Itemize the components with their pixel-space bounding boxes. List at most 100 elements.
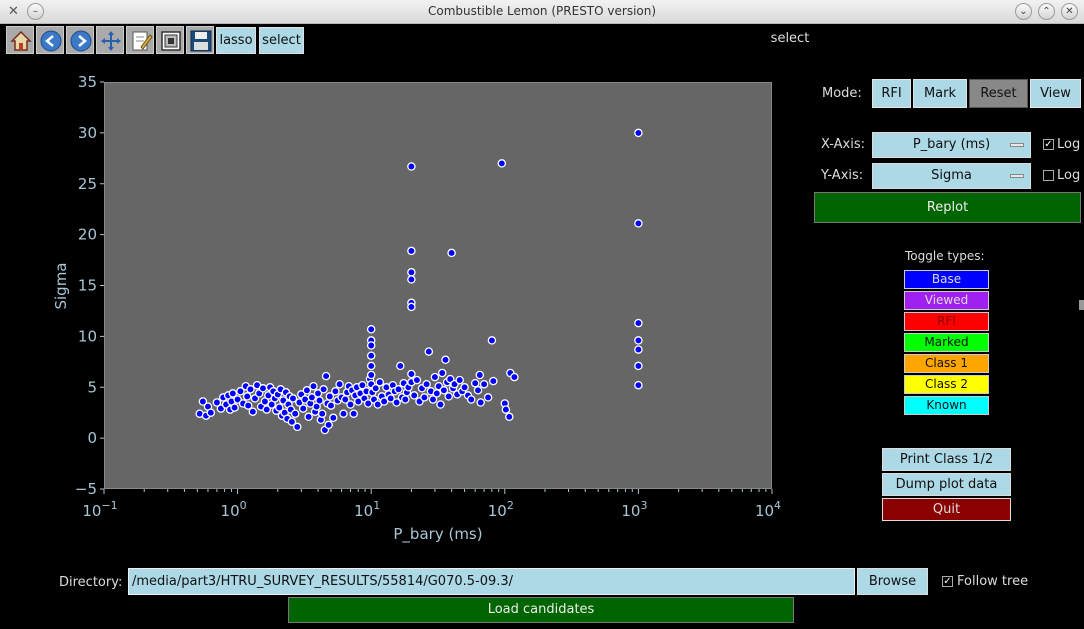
data-point[interactable]: [366, 325, 376, 334]
home-icon[interactable]: [6, 26, 34, 54]
data-point[interactable]: [358, 380, 367, 390]
data-point[interactable]: [422, 379, 431, 389]
pan-icon[interactable]: [96, 26, 124, 54]
data-point[interactable]: [304, 412, 313, 422]
y-log-checkbox[interactable]: [1043, 170, 1054, 181]
data-point[interactable]: [339, 409, 348, 418]
data-point[interactable]: [475, 370, 485, 380]
data-point[interactable]: [262, 405, 271, 414]
close-icon[interactable]: ✕: [1061, 3, 1078, 20]
data-point[interactable]: [317, 409, 327, 418]
data-point[interactable]: [335, 379, 344, 389]
data-point[interactable]: [483, 393, 493, 402]
dump-plot-data-button[interactable]: Dump plot data: [882, 473, 1011, 496]
save-icon[interactable]: [186, 26, 214, 54]
plot-area[interactable]: [104, 82, 772, 489]
toggle-type-marked[interactable]: Marked: [904, 333, 989, 352]
data-point[interactable]: [366, 351, 376, 360]
data-point[interactable]: [460, 383, 469, 392]
data-point[interactable]: [275, 403, 284, 412]
data-point[interactable]: [396, 361, 405, 371]
data-point[interactable]: [441, 355, 450, 365]
select-button[interactable]: select: [259, 27, 304, 54]
data-point[interactable]: [329, 413, 338, 423]
data-point[interactable]: [501, 405, 511, 414]
x-log-checkbox[interactable]: ✓: [1043, 139, 1054, 150]
toggle-type-known[interactable]: Known: [904, 396, 989, 415]
data-point[interactable]: [379, 397, 389, 406]
app-icon[interactable]: ✕: [8, 4, 19, 19]
y-axis-dropdown[interactable]: Sigma: [872, 163, 1031, 189]
data-point[interactable]: [392, 398, 401, 407]
load-candidates-button[interactable]: Load candidates: [288, 597, 794, 623]
data-point[interactable]: [212, 398, 222, 407]
mode-mark-button[interactable]: Mark: [913, 79, 967, 108]
data-point[interactable]: [436, 400, 445, 409]
data-point[interactable]: [407, 302, 416, 312]
data-point[interactable]: [371, 384, 380, 393]
data-point[interactable]: [246, 385, 255, 394]
data-point[interactable]: [290, 409, 300, 418]
data-point[interactable]: [473, 386, 483, 395]
data-point[interactable]: [386, 394, 395, 403]
data-point[interactable]: [432, 389, 442, 398]
data-point[interactable]: [476, 398, 485, 407]
maximize-icon[interactable]: ⌃: [1038, 3, 1055, 20]
directory-input[interactable]: /media/part3/HTRU_SURVEY_RESULTS/55814/G…: [128, 568, 855, 595]
mode-rfi-button[interactable]: RFI: [872, 79, 911, 108]
data-point[interactable]: [228, 389, 238, 398]
data-point[interactable]: [407, 162, 416, 171]
data-point[interactable]: [489, 376, 498, 386]
data-point[interactable]: [437, 368, 447, 378]
data-point[interactable]: [424, 347, 434, 356]
follow-tree-checkbox[interactable]: ✓: [942, 576, 953, 587]
data-point[interactable]: [634, 128, 643, 138]
toggle-type-class-1[interactable]: Class 1: [904, 354, 989, 373]
data-point[interactable]: [198, 397, 208, 406]
data-point[interactable]: [430, 372, 440, 382]
data-point[interactable]: [447, 248, 456, 258]
data-point[interactable]: [455, 375, 464, 385]
data-point[interactable]: [233, 395, 242, 404]
quit-button[interactable]: Quit: [882, 498, 1011, 521]
data-point[interactable]: [248, 407, 258, 416]
data-point[interactable]: [288, 394, 298, 403]
data-point[interactable]: [634, 336, 643, 345]
data-point[interactable]: [258, 384, 268, 393]
data-point[interactable]: [230, 403, 239, 412]
replot-button[interactable]: Replot: [814, 192, 1081, 223]
data-point[interactable]: [407, 275, 416, 284]
toggle-type-base[interactable]: Base: [904, 270, 989, 289]
back-icon[interactable]: [36, 26, 64, 54]
toggle-type-viewed[interactable]: Viewed: [904, 291, 989, 310]
edit-icon[interactable]: [126, 26, 154, 54]
forward-icon[interactable]: [66, 26, 94, 54]
data-point[interactable]: [401, 395, 410, 404]
data-point[interactable]: [409, 391, 419, 400]
data-point[interactable]: [315, 396, 324, 405]
data-point[interactable]: [287, 417, 297, 427]
toggle-type-class-2[interactable]: Class 2: [904, 375, 989, 394]
data-point[interactable]: [243, 401, 253, 410]
data-point[interactable]: [363, 399, 373, 408]
print-class-button[interactable]: Print Class 1/2: [882, 448, 1011, 471]
data-point[interactable]: [428, 395, 438, 404]
data-point[interactable]: [634, 318, 643, 328]
data-point[interactable]: [319, 385, 328, 394]
data-point[interactable]: [510, 372, 519, 382]
data-point[interactable]: [634, 219, 643, 228]
data-point[interactable]: [346, 400, 355, 409]
data-point[interactable]: [444, 392, 453, 401]
data-point[interactable]: [634, 345, 643, 354]
data-point[interactable]: [466, 395, 476, 404]
data-point[interactable]: [412, 375, 422, 385]
data-point[interactable]: [302, 386, 312, 395]
data-point[interactable]: [479, 379, 489, 389]
toggle-type-rfi[interactable]: RFI: [904, 312, 989, 331]
data-point[interactable]: [470, 378, 480, 388]
data-point[interactable]: [407, 369, 416, 379]
data-point[interactable]: [307, 393, 317, 402]
data-point[interactable]: [634, 361, 643, 371]
data-point[interactable]: [366, 370, 376, 380]
data-point[interactable]: [407, 246, 416, 256]
